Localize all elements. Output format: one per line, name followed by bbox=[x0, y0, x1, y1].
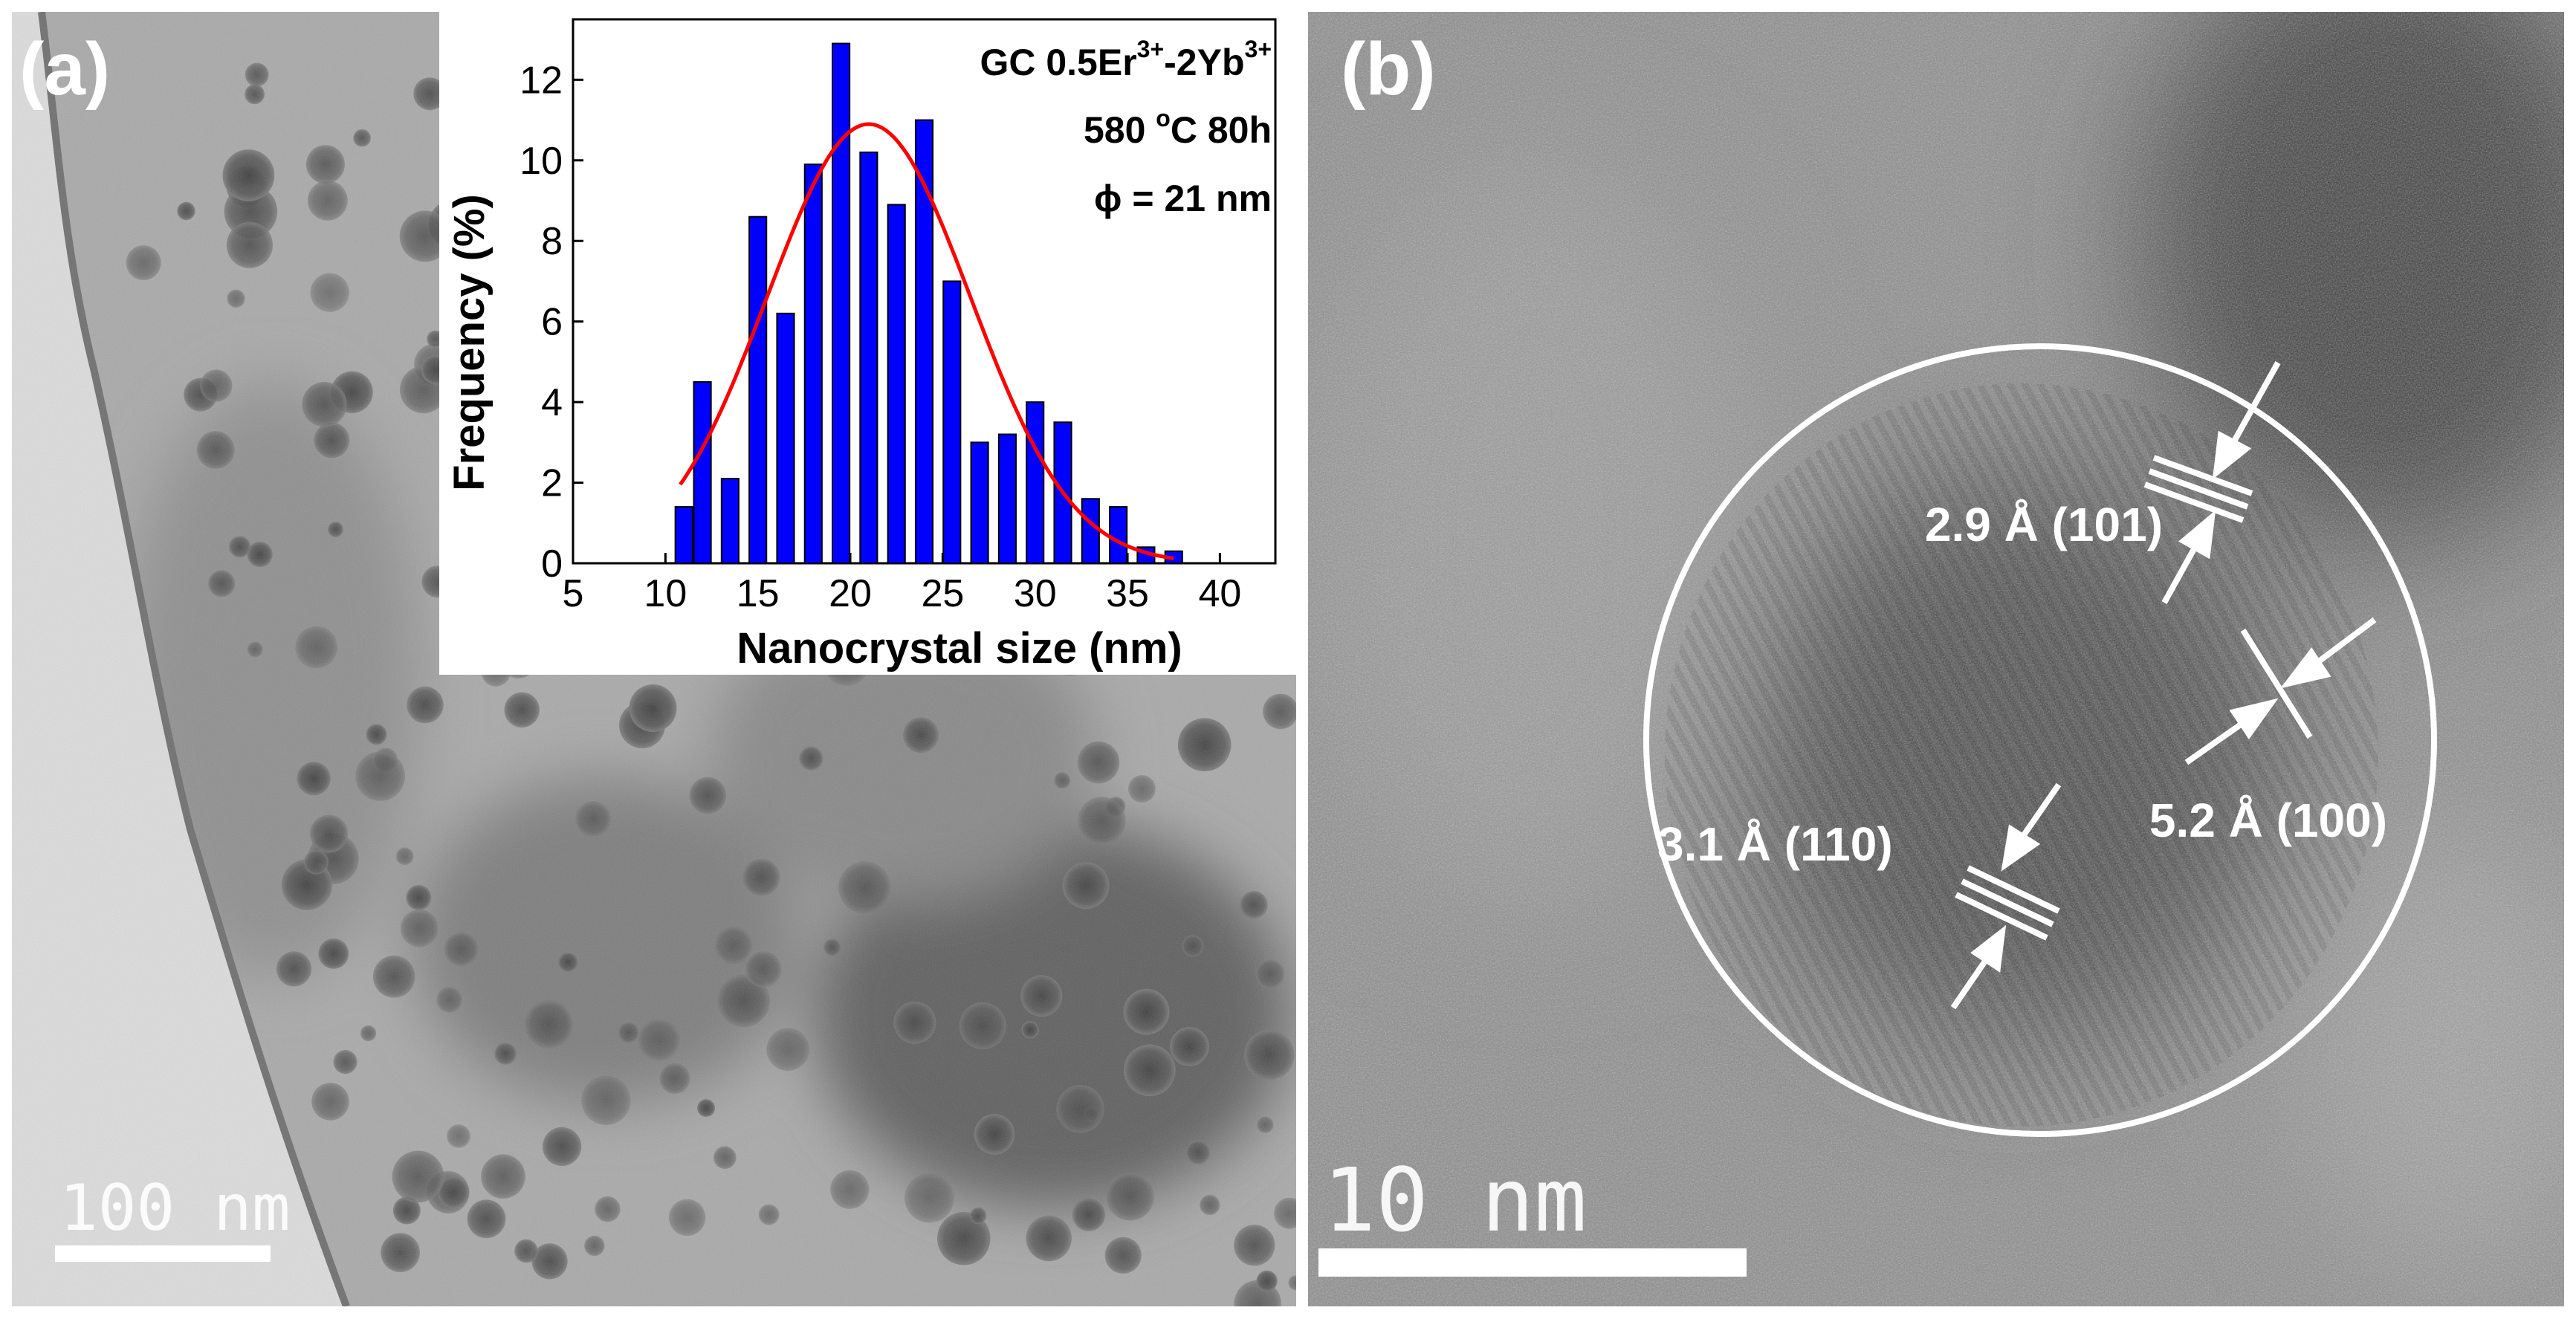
y-tick-label: 4 bbox=[541, 381, 563, 424]
y-tick-label: 0 bbox=[541, 542, 563, 586]
x-axis-label: Nanocrystal size (nm) bbox=[737, 624, 1182, 673]
histogram-bar bbox=[803, 163, 823, 564]
scale-bar-a bbox=[55, 1245, 271, 1262]
scale-bar-label-a: 100 nm bbox=[59, 1171, 291, 1245]
arrow-icon bbox=[1950, 782, 2062, 1010]
arrow-icon bbox=[2184, 617, 2377, 765]
heat-treatment-annotation: 580 oC 80h bbox=[1084, 105, 1272, 151]
x-tick-label: 5 bbox=[563, 572, 584, 615]
fringe-label-100: 5.2 Å (100) bbox=[2149, 794, 2387, 847]
y-tick-label: 2 bbox=[541, 462, 563, 505]
panel-b-micrograph: 2.9 Å (101) 5.2 Å (100) 3.1 Å (110) bbox=[1308, 12, 2564, 1306]
fringe-label-110: 3.1 Å (110) bbox=[1657, 817, 1893, 871]
histogram-bar bbox=[832, 42, 851, 565]
mean-size-annotation: ϕ = 21 nm bbox=[1094, 178, 1272, 219]
histogram-bar bbox=[674, 506, 693, 564]
nanocrystal-outline bbox=[1643, 343, 2437, 1137]
histogram-bar bbox=[693, 381, 712, 564]
y-tick-label: 6 bbox=[541, 301, 563, 344]
panel-a-tem-image: (a) 100 nm 5 10 15 20 25 30 35 40 0 2 4 6 8 10 12 Freq… bbox=[12, 12, 1296, 1306]
fringe-marker-101 bbox=[2143, 455, 2253, 523]
histogram-bar bbox=[942, 280, 962, 564]
x-tick-label: 30 bbox=[1014, 572, 1057, 615]
gaussian-fit-curve bbox=[679, 122, 1174, 560]
y-tick-label: 8 bbox=[541, 220, 563, 263]
x-tick-label: 20 bbox=[829, 572, 872, 615]
y-tick-label: 10 bbox=[520, 140, 563, 183]
histogram-bar bbox=[1081, 498, 1100, 564]
y-axis-label: Frequency (%) bbox=[445, 194, 493, 491]
scale-bar-b bbox=[1318, 1248, 1747, 1277]
fringe-label-101: 2.9 Å (101) bbox=[1925, 498, 2163, 551]
histogram-bar bbox=[859, 151, 878, 564]
sample-composition-annotation: GC 0.5Er3+-2Yb3+ bbox=[980, 36, 1272, 83]
scale-bar-label-b: 10 nm bbox=[1323, 1149, 1588, 1251]
x-tick-label: 25 bbox=[921, 572, 964, 615]
panel-a-label: (a) bbox=[19, 27, 111, 111]
fringe-marker-100 bbox=[2240, 628, 2313, 739]
histogram-bar bbox=[748, 215, 768, 564]
histogram-bar bbox=[776, 312, 795, 564]
histogram-bar bbox=[914, 119, 934, 565]
panel-b-label: (b) bbox=[1341, 27, 1436, 111]
histogram-bar bbox=[1109, 506, 1128, 564]
histogram-bar bbox=[887, 204, 906, 564]
histogram-chart: 5 10 15 20 25 30 35 40 0 2 4 6 8 10 12 Frequency (%) N… bbox=[445, 18, 1277, 673]
panel-b-hrtem-image: 2.9 Å (101) 5.2 Å (100) 3.1 Å (110) (b) … bbox=[1308, 12, 2564, 1306]
histogram-bar bbox=[997, 433, 1017, 564]
fringe-marker-110 bbox=[1955, 865, 2060, 941]
x-tick-label: 15 bbox=[737, 572, 780, 615]
histogram-bar bbox=[1026, 401, 1045, 564]
histogram-bar bbox=[970, 441, 989, 564]
x-tick-label: 40 bbox=[1198, 572, 1241, 615]
x-tick-label: 35 bbox=[1106, 572, 1149, 615]
y-tick-label: 12 bbox=[520, 59, 563, 102]
size-distribution-histogram: 5 10 15 20 25 30 35 40 0 2 4 6 8 10 12 Frequency (%) N… bbox=[439, 12, 1296, 675]
x-tick-label: 10 bbox=[644, 572, 687, 615]
arrow-icon bbox=[2161, 361, 2281, 604]
histogram-bar bbox=[720, 478, 740, 565]
